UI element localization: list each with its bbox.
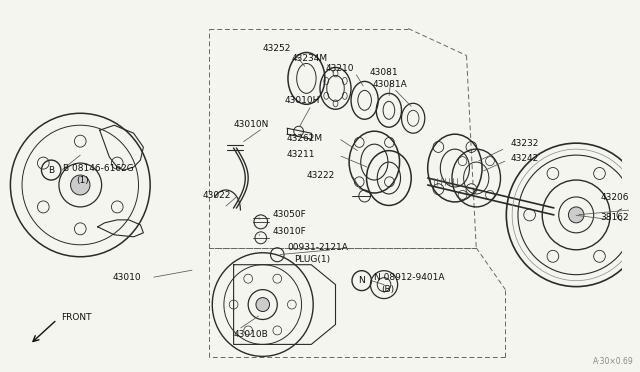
Text: FRONT: FRONT bbox=[61, 313, 92, 322]
Text: 43242: 43242 bbox=[510, 154, 538, 163]
Text: 38162: 38162 bbox=[600, 214, 629, 222]
Circle shape bbox=[568, 207, 584, 223]
Text: 43222: 43222 bbox=[307, 170, 335, 180]
Circle shape bbox=[70, 175, 90, 195]
Text: 43262M: 43262M bbox=[287, 134, 323, 143]
Text: 43050F: 43050F bbox=[273, 211, 306, 219]
Text: 43081: 43081 bbox=[369, 68, 398, 77]
Text: 43010N: 43010N bbox=[234, 120, 269, 129]
Text: 43010F: 43010F bbox=[273, 227, 306, 236]
Text: 43210: 43210 bbox=[326, 64, 355, 73]
Text: A·30×0.69: A·30×0.69 bbox=[593, 357, 634, 366]
Text: PLUG(1): PLUG(1) bbox=[294, 255, 330, 264]
Text: 43010B: 43010B bbox=[234, 330, 268, 339]
Text: 43211: 43211 bbox=[287, 150, 316, 158]
Text: 43252: 43252 bbox=[263, 44, 291, 53]
Text: B: B bbox=[48, 166, 54, 174]
Text: 43022: 43022 bbox=[202, 192, 231, 201]
Text: (1): (1) bbox=[76, 176, 89, 185]
Text: 00931-2121A: 00931-2121A bbox=[287, 243, 348, 252]
Text: 43206: 43206 bbox=[600, 193, 629, 202]
Text: 43232: 43232 bbox=[510, 139, 539, 148]
Text: B 08146-6162G: B 08146-6162G bbox=[63, 164, 134, 173]
Text: 43234M: 43234M bbox=[292, 54, 328, 63]
Text: N 08912-9401A: N 08912-9401A bbox=[374, 273, 445, 282]
Text: 43010H: 43010H bbox=[285, 96, 321, 105]
Text: 43081A: 43081A bbox=[372, 80, 407, 89]
Text: (B): (B) bbox=[381, 285, 394, 294]
Text: 43010: 43010 bbox=[112, 273, 141, 282]
Circle shape bbox=[256, 298, 269, 311]
Text: N: N bbox=[358, 276, 365, 285]
